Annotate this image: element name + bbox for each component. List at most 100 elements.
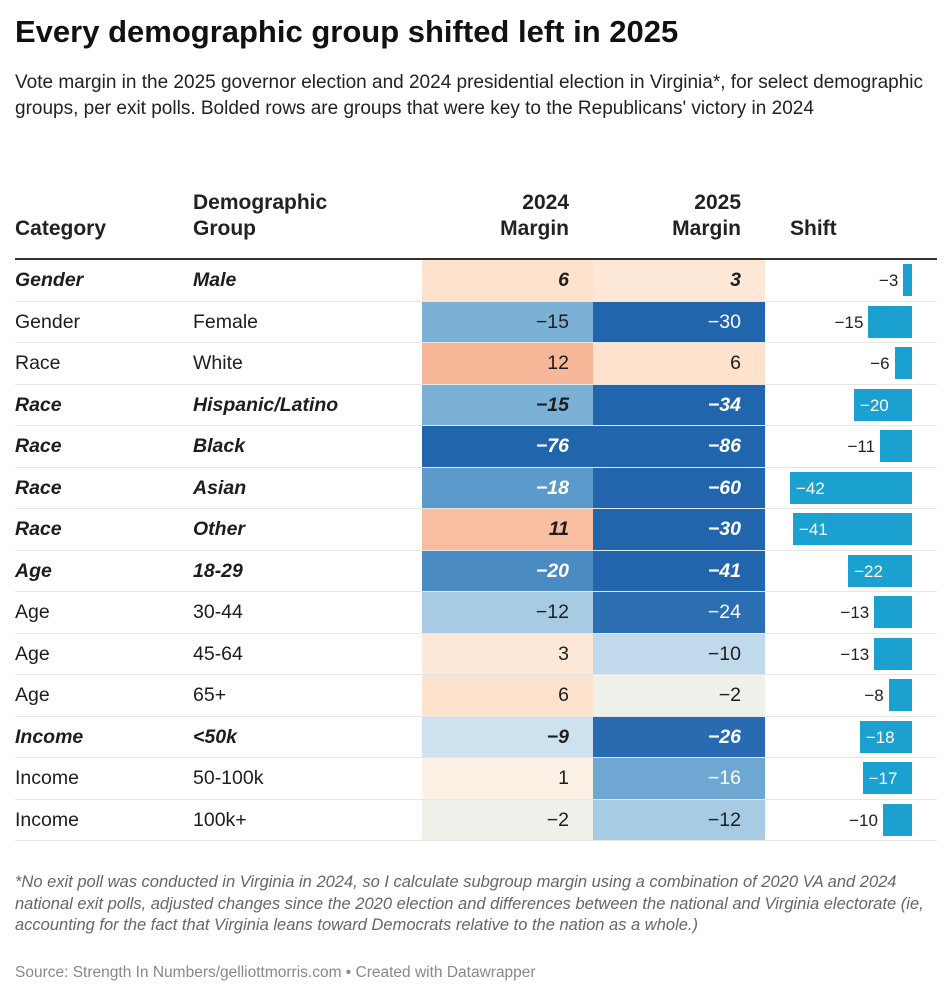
group-cell: <50k	[193, 725, 237, 748]
row-divider	[15, 591, 937, 592]
row-divider	[15, 840, 937, 841]
category-cell: Gender	[15, 310, 81, 333]
row-divider	[15, 798, 937, 800]
margin-2024-cell: −20	[422, 550, 593, 592]
margin-2025-cell: 3	[593, 260, 765, 302]
margin-2024-cell: −15	[422, 301, 593, 343]
margin-2024-cell: 6	[422, 260, 593, 302]
category-cell: Income	[15, 808, 79, 831]
table-row: Income <50k −9 −26 −18	[0, 716, 952, 758]
margin-2024-cell: −2	[422, 799, 593, 841]
shift-bar	[888, 679, 912, 711]
header-group: Demographic Group	[193, 190, 327, 242]
shift-bar	[868, 305, 912, 338]
category-cell: Income	[15, 725, 84, 748]
margin-2025-cell: −26	[593, 716, 765, 758]
header-divider	[15, 258, 937, 260]
header-2024-line2: Margin	[500, 217, 569, 240]
source-note: Source: Strength In Numbers/gelliottmorr…	[15, 964, 536, 981]
category-cell: Race	[15, 393, 62, 416]
chart-title: Every demographic group shifted left in …	[15, 14, 679, 49]
margin-2025-cell: −10	[593, 633, 765, 675]
category-cell: Age	[15, 684, 50, 706]
shift-bar	[874, 596, 912, 628]
table-row: Age 45-64 3 −10 −13	[0, 633, 952, 675]
margin-2025-cell: −41	[593, 550, 765, 592]
shift-label: −41	[798, 520, 828, 539]
group-cell: Hispanic/Latino	[193, 393, 339, 416]
margin-2025-cell: −30	[593, 301, 765, 343]
table-row: Income 50-100k 1 −16 −17	[0, 758, 952, 800]
shift-bar	[874, 637, 912, 670]
shift-bar	[894, 347, 912, 379]
group-cell: White	[193, 352, 243, 374]
table-row: Age 65+ 6 −2 −8	[0, 675, 952, 717]
shift-label: −6	[870, 354, 890, 373]
category-cell: Age	[15, 642, 50, 665]
margin-2025-cell: −12	[593, 799, 765, 841]
group-cell: 100k+	[193, 808, 247, 831]
header-2024-line1: 2024	[522, 191, 569, 214]
margin-2025-cell: −86	[593, 426, 765, 468]
group-cell: Black	[193, 435, 246, 457]
margin-2024-cell: 3	[422, 633, 593, 675]
table-row: Income 100k+ −2 −12 −10	[0, 799, 952, 841]
margin-2025-cell: 6	[593, 343, 765, 385]
category-cell: Age	[15, 601, 50, 623]
shift-label: −10	[849, 810, 878, 830]
table-row: Race Asian −18 −60 −42	[0, 467, 952, 509]
shift-label: −3	[878, 271, 899, 290]
shift-bar	[790, 471, 912, 504]
shift-label: −22	[854, 561, 883, 581]
row-divider	[15, 342, 937, 343]
shift-bar	[859, 720, 912, 753]
shift-bar	[853, 388, 912, 421]
margin-2024-cell: −9	[422, 716, 593, 758]
row-divider	[15, 425, 937, 426]
shift-bar	[880, 430, 912, 462]
header-2025-line1: 2025	[694, 191, 741, 214]
shift-label: −20	[859, 395, 889, 415]
margin-2025-cell: −24	[593, 592, 765, 634]
group-cell: 45-64	[193, 642, 243, 665]
category-cell: Race	[15, 476, 62, 499]
group-cell: Other	[193, 518, 246, 540]
shift-label: −13	[840, 644, 870, 664]
row-divider	[15, 632, 937, 634]
group-cell: 65+	[193, 684, 227, 706]
table-row: Age 30-44 −12 −24 −13	[0, 592, 952, 634]
shift-bar	[792, 513, 912, 545]
header-2024: 2024 Margin	[422, 190, 569, 242]
table-row: Gender Female −15 −30 −15	[0, 301, 952, 343]
group-cell: 50-100k	[193, 767, 264, 789]
margin-2024-cell: 11	[422, 509, 593, 551]
row-divider	[15, 300, 937, 302]
header-category: Category	[15, 217, 107, 240]
footnote: *No exit poll was conducted in Virginia …	[15, 873, 924, 934]
margin-2024-cell: 1	[422, 758, 593, 800]
shift-label: −13	[840, 603, 870, 622]
group-cell: Male	[193, 269, 237, 291]
header-group-line1: Demographic	[193, 191, 328, 214]
margin-2025-cell: −34	[593, 384, 765, 426]
category-cell: Gender	[15, 269, 84, 291]
header-group-line2: Group	[193, 217, 256, 240]
category-cell: Income	[15, 767, 79, 789]
group-cell: 30-44	[193, 601, 243, 623]
table-row: Race Hispanic/Latino −15 −34 −20	[0, 384, 952, 426]
header-2025-line2: Margin	[672, 217, 741, 240]
shift-label: −8	[864, 686, 884, 705]
category-cell: Age	[15, 559, 52, 582]
row-divider	[15, 383, 937, 385]
header-2025: 2025 Margin	[593, 190, 741, 242]
row-divider	[15, 715, 937, 717]
shift-label: −15	[834, 312, 864, 332]
category-cell: Race	[15, 352, 61, 374]
margin-2024-cell: 6	[422, 675, 593, 717]
shift-label: −42	[796, 478, 825, 498]
category-cell: Race	[15, 518, 62, 540]
shift-bar	[862, 762, 912, 794]
table-row: Age 18-29 −20 −41 −22	[0, 550, 952, 592]
margin-2024-cell: 12	[422, 343, 593, 385]
table-row: Gender Male 6 3 −3	[0, 260, 952, 302]
